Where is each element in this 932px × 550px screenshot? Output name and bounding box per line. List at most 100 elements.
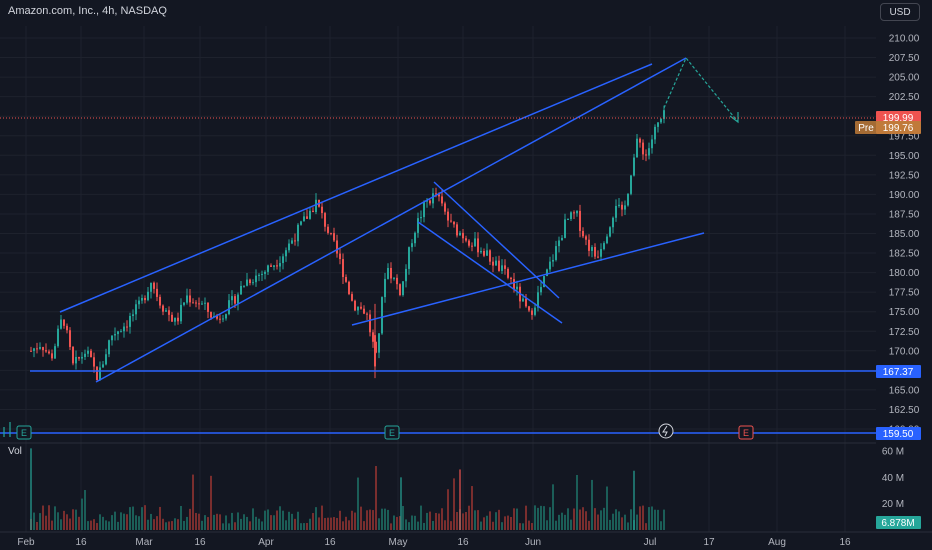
volume-bar: [393, 515, 395, 530]
candle-body: [195, 302, 197, 304]
volume-bar: [609, 519, 611, 530]
volume-bar: [579, 509, 581, 530]
candle-body: [609, 227, 611, 237]
candle-body: [177, 317, 179, 322]
wedge-upper-line[interactable]: [433, 181, 560, 299]
volume-bar: [270, 515, 272, 530]
earnings-marker[interactable]: E: [384, 425, 400, 440]
candle-body: [312, 210, 314, 213]
support-trendline[interactable]: [351, 232, 705, 326]
volume-bar: [126, 514, 128, 530]
candle-body: [336, 240, 338, 254]
volume-spike-bar: [633, 470, 635, 530]
volume-bar: [465, 511, 467, 530]
channel-lower-line[interactable]: [95, 57, 687, 383]
candle-body: [105, 354, 107, 365]
volume-bar: [213, 514, 215, 530]
volume-bar: [111, 515, 113, 530]
currency-button[interactable]: USD: [880, 3, 920, 21]
chart-title: Amazon.com, Inc., 4h, NASDAQ: [8, 5, 167, 17]
candle-body: [657, 122, 659, 127]
volume-bar: [156, 516, 158, 530]
candle-body: [468, 240, 470, 246]
dividend-icon[interactable]: [658, 423, 674, 439]
volume-bar: [543, 506, 545, 530]
volume-bar: [660, 521, 662, 530]
candle-body: [570, 212, 572, 219]
volume-bar: [606, 486, 608, 530]
volume-bar: [444, 520, 446, 530]
candle-body: [522, 298, 524, 302]
volume-bar: [60, 519, 62, 530]
candle-body: [471, 245, 473, 247]
wedge-lower-line[interactable]: [417, 221, 563, 324]
candle-body: [42, 347, 44, 351]
volume-bar: [612, 513, 614, 530]
volume-bar: [492, 521, 494, 530]
candle-body: [84, 353, 86, 357]
volume-tick-label: 40 M: [882, 473, 904, 484]
candle-body: [117, 331, 119, 335]
volume-bar: [294, 518, 296, 530]
candle-body: [78, 356, 80, 359]
trendlines[interactable]: [0, 57, 876, 434]
volume-bar: [195, 512, 197, 530]
candle-body: [306, 216, 308, 219]
price-tick-label: 210.00: [889, 34, 920, 45]
volume-bar: [651, 506, 653, 530]
earnings-marker[interactable]: E: [16, 425, 32, 440]
candle-body: [603, 243, 605, 250]
candle-body: [531, 310, 533, 315]
candle-body: [423, 201, 425, 218]
volume-bar: [417, 521, 419, 530]
candle-body: [411, 243, 413, 248]
volume-bar: [588, 520, 590, 530]
channel-upper-line[interactable]: [59, 63, 653, 313]
volume-bar: [384, 508, 386, 530]
candle-body: [585, 236, 587, 240]
candle-body: [72, 346, 74, 364]
volume-bar: [570, 519, 572, 530]
candle-body: [393, 277, 395, 279]
candle-body: [138, 300, 140, 305]
candle-body: [573, 212, 575, 214]
projection-path[interactable]: [663, 56, 739, 124]
volume-bar: [534, 505, 536, 530]
candle-body: [240, 285, 242, 295]
candle-body: [591, 247, 593, 251]
time-axis[interactable]: Feb 16 Mar 16 Apr 16 May 16 Jun Jul 17 Aug 16: [17, 537, 851, 548]
candle-body: [141, 298, 143, 301]
candle-body: [588, 239, 590, 251]
candle-body: [360, 306, 362, 309]
volume-bar: [264, 510, 266, 530]
candle-body: [45, 350, 47, 352]
svg-text:E: E: [389, 428, 395, 438]
pre-market-price-label: 199.76: [883, 123, 914, 134]
volume-bar: [249, 521, 251, 530]
candle-body: [390, 267, 392, 279]
candle-body: [279, 263, 281, 267]
earnings-marker[interactable]: E: [738, 425, 754, 440]
candle-body: [186, 295, 188, 303]
candle-body: [378, 333, 380, 353]
volume-bar: [51, 520, 53, 530]
candle-body: [303, 216, 305, 222]
volume-bar: [354, 512, 356, 530]
candle-body: [261, 273, 263, 275]
volume-bar: [387, 509, 389, 530]
volume-spike-bar: [400, 477, 402, 530]
candle-body: [132, 314, 134, 316]
volume-bar: [363, 521, 365, 530]
candle-body: [639, 138, 641, 143]
candle-body: [399, 284, 401, 296]
pre-market-tag-label: Pre: [858, 123, 874, 134]
volume-bar: [75, 509, 77, 530]
volume-bar: [447, 489, 449, 530]
volume-bar: [597, 514, 599, 530]
time-tick-label: 16: [839, 537, 851, 548]
candle-body: [198, 303, 200, 305]
volume-bar: [390, 523, 392, 530]
price-tick-label: 185.00: [889, 229, 920, 240]
candle-body: [579, 210, 581, 231]
